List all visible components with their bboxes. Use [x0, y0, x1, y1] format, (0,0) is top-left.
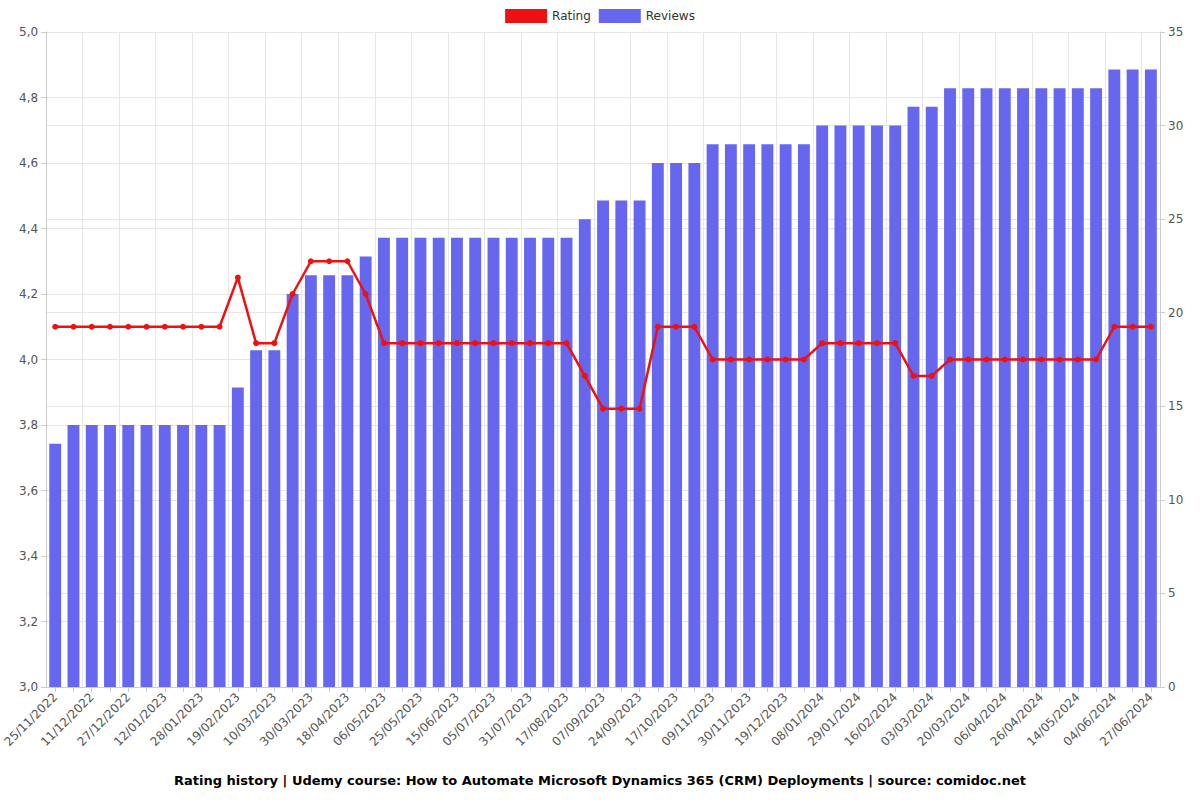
svg-text:4,2: 4,2 — [19, 287, 38, 301]
svg-text:24/09/2023: 24/09/2023 — [585, 690, 645, 749]
svg-text:5,0: 5,0 — [19, 25, 38, 39]
svg-text:Rating history | Udemy course:: Rating history | Udemy course: How to Au… — [174, 773, 1026, 788]
svg-text:06/04/2024: 06/04/2024 — [951, 690, 1010, 749]
svg-text:11/12/2022: 11/12/2022 — [37, 690, 97, 749]
svg-text:14/05/2024: 14/05/2024 — [1024, 690, 1083, 749]
svg-text:08/01/2024: 08/01/2024 — [768, 690, 828, 749]
svg-text:09/11/2023: 09/11/2023 — [658, 690, 718, 749]
svg-text:20/03/2024: 20/03/2024 — [914, 690, 974, 749]
svg-text:03/03/2024: 03/03/2024 — [877, 690, 937, 749]
svg-text:12/01/2023: 12/01/2023 — [111, 690, 170, 749]
svg-text:27/06/2024: 27/06/2024 — [1097, 690, 1156, 749]
svg-text:27/12/2022: 27/12/2022 — [74, 690, 134, 749]
svg-text:10: 10 — [1168, 493, 1183, 507]
svg-text:19/12/2023: 19/12/2023 — [731, 690, 791, 749]
svg-text:26/04/2024: 26/04/2024 — [987, 690, 1047, 749]
svg-text:25/05/2023: 25/05/2023 — [366, 690, 426, 749]
svg-text:3,8: 3,8 — [19, 418, 38, 432]
svg-text:10/03/2023: 10/03/2023 — [220, 690, 280, 749]
svg-text:4,4: 4,4 — [19, 222, 38, 236]
svg-text:4,6: 4,6 — [19, 156, 38, 170]
svg-text:04/06/2024: 04/06/2024 — [1060, 690, 1120, 749]
svg-text:30/11/2023: 30/11/2023 — [695, 690, 755, 749]
svg-text:18/04/2023: 18/04/2023 — [293, 690, 353, 749]
svg-text:15: 15 — [1168, 399, 1183, 413]
svg-text:5: 5 — [1168, 586, 1176, 600]
svg-text:4,8: 4,8 — [19, 91, 38, 105]
svg-text:07/09/2023: 07/09/2023 — [549, 690, 608, 749]
svg-text:19/02/2023: 19/02/2023 — [184, 690, 243, 749]
svg-text:Rating: Rating — [552, 9, 591, 23]
svg-text:15/06/2023: 15/06/2023 — [403, 690, 462, 749]
svg-text:06/05/2023: 06/05/2023 — [330, 690, 389, 749]
svg-text:30/03/2023: 30/03/2023 — [257, 690, 316, 749]
svg-text:3,6: 3,6 — [19, 484, 38, 498]
svg-text:17/08/2023: 17/08/2023 — [512, 690, 572, 749]
svg-text:25: 25 — [1168, 212, 1183, 226]
svg-text:Reviews: Reviews — [646, 9, 695, 23]
svg-text:4,0: 4,0 — [19, 353, 38, 367]
svg-text:35: 35 — [1168, 25, 1183, 39]
svg-text:3,2: 3,2 — [19, 615, 38, 629]
svg-text:3,0: 3,0 — [19, 680, 38, 694]
svg-text:3,4: 3,4 — [19, 549, 38, 563]
svg-text:29/01/2024: 29/01/2024 — [804, 690, 864, 749]
svg-text:30: 30 — [1168, 119, 1183, 133]
svg-text:20: 20 — [1168, 306, 1183, 320]
svg-text:17/10/2023: 17/10/2023 — [622, 690, 681, 749]
svg-text:16/02/2024: 16/02/2024 — [841, 690, 901, 749]
svg-text:25/11/2022: 25/11/2022 — [1, 690, 61, 749]
svg-text:28/01/2023: 28/01/2023 — [147, 690, 207, 749]
svg-text:31/07/2023: 31/07/2023 — [476, 690, 535, 749]
svg-text:0: 0 — [1168, 680, 1176, 694]
svg-text:05/07/2023: 05/07/2023 — [439, 690, 499, 749]
